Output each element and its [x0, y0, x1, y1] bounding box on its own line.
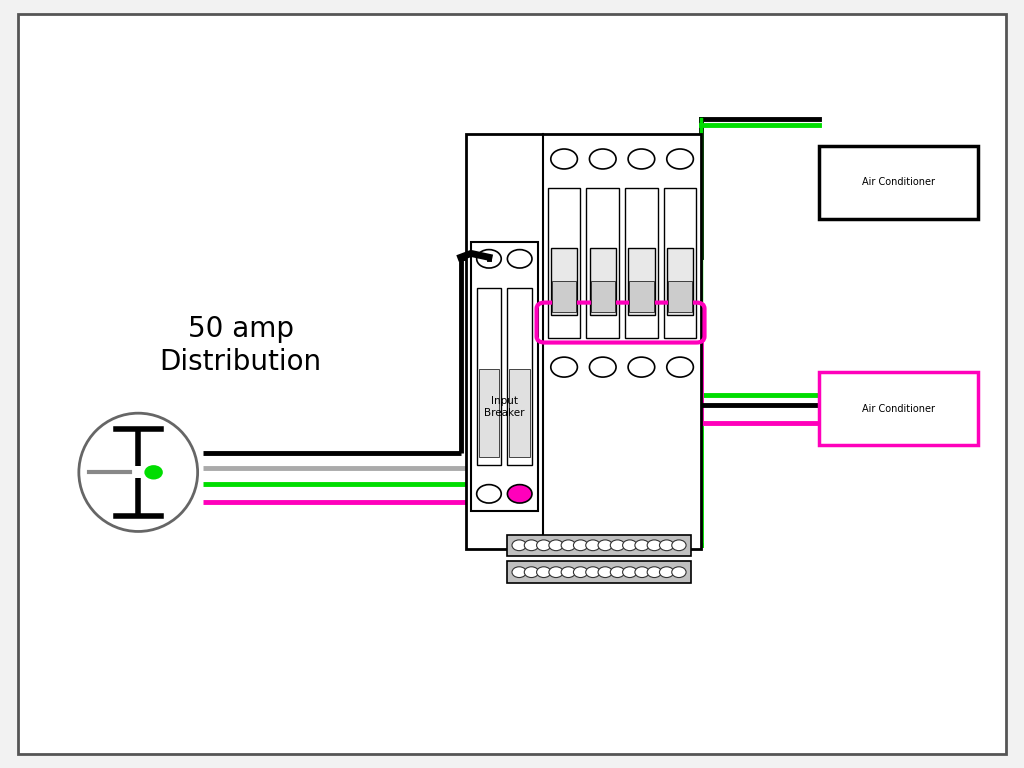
Circle shape — [635, 567, 649, 578]
Circle shape — [537, 567, 551, 578]
Bar — [479, 369, 500, 457]
Circle shape — [573, 540, 588, 551]
Bar — [548, 188, 581, 338]
Text: Input
Breaker: Input Breaker — [484, 396, 524, 418]
Circle shape — [537, 540, 551, 551]
Circle shape — [573, 567, 588, 578]
Circle shape — [586, 567, 600, 578]
Circle shape — [610, 567, 625, 578]
Circle shape — [667, 357, 693, 377]
Circle shape — [512, 567, 526, 578]
Circle shape — [549, 567, 563, 578]
Text: 50 amp
Distribution: 50 amp Distribution — [160, 316, 322, 376]
Bar — [552, 281, 577, 312]
Circle shape — [635, 540, 649, 551]
Circle shape — [551, 357, 578, 377]
Circle shape — [598, 567, 612, 578]
Text: Air Conditioner: Air Conditioner — [862, 404, 935, 414]
Bar — [466, 134, 701, 549]
Circle shape — [508, 250, 532, 268]
Circle shape — [623, 540, 637, 551]
Circle shape — [561, 567, 575, 578]
Bar — [819, 372, 978, 445]
Circle shape — [524, 540, 539, 551]
Text: Air Conditioner: Air Conditioner — [862, 177, 935, 187]
Bar — [587, 188, 618, 338]
Circle shape — [628, 357, 654, 377]
Circle shape — [659, 540, 674, 551]
Bar — [507, 561, 691, 583]
Circle shape — [524, 567, 539, 578]
Bar — [477, 288, 502, 465]
Bar — [629, 248, 654, 316]
Circle shape — [549, 540, 563, 551]
Circle shape — [659, 567, 674, 578]
Circle shape — [672, 540, 686, 551]
Ellipse shape — [79, 413, 198, 531]
Bar — [667, 248, 693, 316]
Circle shape — [610, 540, 625, 551]
Bar — [591, 281, 614, 312]
Bar — [664, 188, 696, 338]
Circle shape — [623, 567, 637, 578]
Circle shape — [508, 485, 532, 503]
Circle shape — [590, 149, 616, 169]
Circle shape — [628, 149, 654, 169]
Bar — [510, 369, 530, 457]
Bar — [471, 242, 538, 511]
Circle shape — [672, 567, 686, 578]
Circle shape — [647, 567, 662, 578]
Circle shape — [667, 149, 693, 169]
Circle shape — [477, 485, 502, 503]
Circle shape — [561, 540, 575, 551]
Circle shape — [586, 540, 600, 551]
Circle shape — [145, 466, 162, 478]
Bar — [668, 281, 692, 312]
Bar — [590, 248, 616, 316]
Bar — [508, 288, 532, 465]
Circle shape — [590, 357, 616, 377]
Circle shape — [551, 149, 578, 169]
Circle shape — [598, 540, 612, 551]
Bar — [819, 146, 978, 219]
Bar — [551, 248, 578, 316]
Bar — [507, 535, 691, 556]
Circle shape — [477, 250, 502, 268]
Circle shape — [647, 540, 662, 551]
Bar — [629, 281, 653, 312]
Bar — [625, 188, 657, 338]
Circle shape — [512, 540, 526, 551]
